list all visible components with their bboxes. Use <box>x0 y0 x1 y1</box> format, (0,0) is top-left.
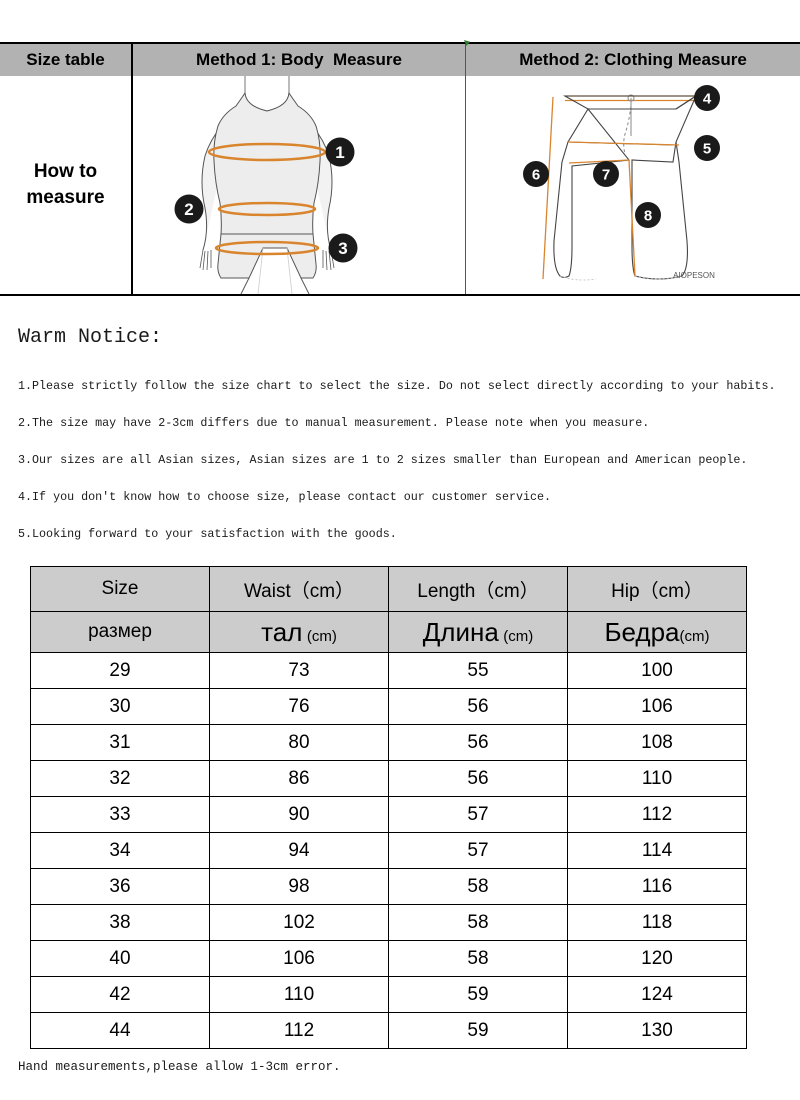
svg-text:5: 5 <box>703 141 711 158</box>
svg-text:3: 3 <box>338 239 347 258</box>
svg-text:8: 8 <box>644 208 652 225</box>
svg-text:4: 4 <box>703 91 712 108</box>
svg-text:7: 7 <box>602 167 610 184</box>
svg-text:2: 2 <box>184 200 193 219</box>
svg-text:6: 6 <box>532 167 540 184</box>
svg-text:AIOPESON: AIOPESON <box>673 271 715 280</box>
svg-text:1: 1 <box>335 143 344 162</box>
